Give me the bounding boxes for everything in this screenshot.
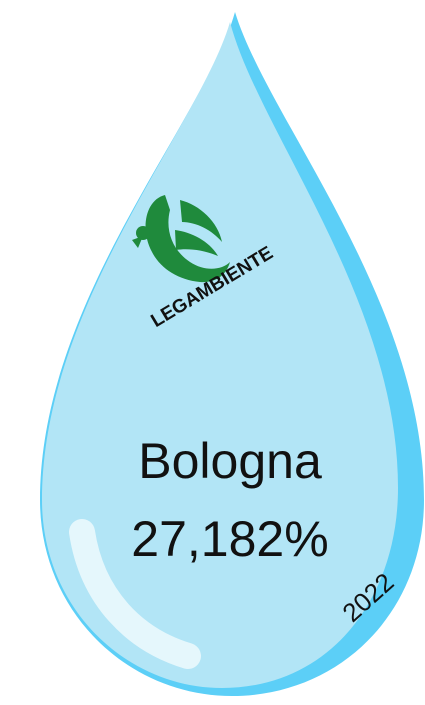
- percentage: 27,182%: [131, 511, 328, 567]
- water-drop-card: LEGAMBIENTE Bologna 27,182% 2022: [0, 0, 425, 705]
- city-name: Bologna: [138, 433, 322, 489]
